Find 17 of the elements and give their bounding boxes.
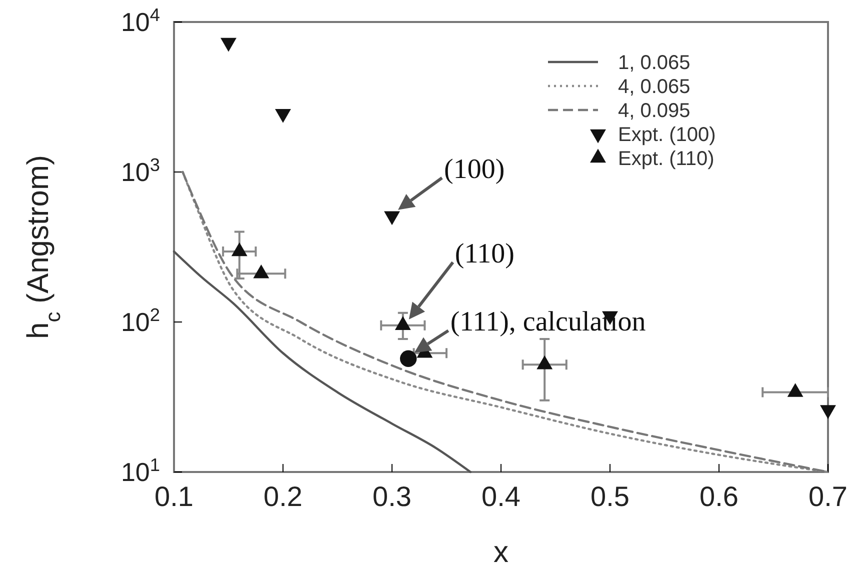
legend-label: Expt. (110) (618, 148, 714, 170)
y-tick-label: 10$^{4}$ (120, 5, 160, 38)
legend-label: 1, 0.065 (618, 52, 690, 74)
x-tick-label: 0.6 (700, 480, 738, 512)
y-tick-label: 10$^{2}$ (120, 305, 160, 338)
annotation: (110) (454, 238, 515, 270)
x-tick-label: 0.7 (808, 480, 848, 512)
legend-label: 4, 0.095 (618, 100, 690, 122)
x-axis-title: x (494, 536, 508, 569)
x-tick-label: 0.3 (372, 480, 412, 512)
legend-label: Expt. (100) (618, 124, 716, 146)
x-tick-label: 0.4 (482, 480, 520, 512)
x-tick-label: 0.2 (264, 480, 302, 512)
y-tick-label: 10$^{3}$ (120, 155, 160, 188)
legend-label: 4, 0.065 (618, 76, 690, 98)
x-tick-label: 0.5 (590, 480, 630, 512)
annotation: (100) (444, 154, 505, 185)
